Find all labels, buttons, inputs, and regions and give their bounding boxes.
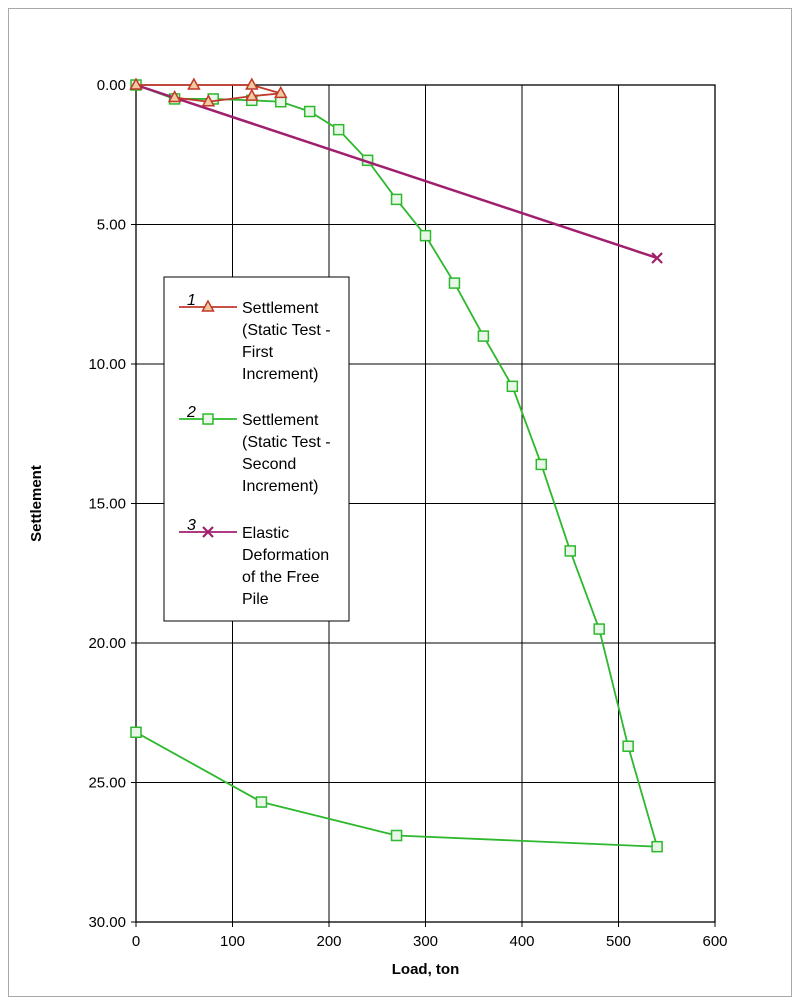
series-3-line bbox=[135, 83, 658, 260]
x-tick-label: 200 bbox=[316, 933, 341, 950]
series-2-point bbox=[275, 95, 287, 108]
y-tick-label: 25.00 bbox=[88, 775, 126, 792]
legend-label-line: Increment) bbox=[242, 478, 318, 495]
y-tick-label: 5.00 bbox=[97, 217, 126, 234]
y-tick-label: 15.00 bbox=[88, 496, 126, 513]
series-2-point bbox=[448, 277, 461, 289]
series-1-point bbox=[187, 77, 201, 90]
settlement-chart: 0 100 200 300 400 500 600 0.00 5.00 10.00 15.00 20.… bbox=[28, 77, 728, 978]
series-2-point bbox=[506, 380, 519, 393]
x-tick-label: 500 bbox=[606, 933, 631, 950]
chart-container: 0 100 200 300 400 500 600 0.00 5.00 10.00 15.00 20.… bbox=[8, 8, 792, 997]
series-2-point bbox=[535, 458, 548, 471]
series-2-point bbox=[622, 740, 634, 752]
legend-label-line: Settlement bbox=[242, 412, 319, 429]
legend: 1 Settlement (Static Test - First Increment)… bbox=[163, 276, 350, 622]
series-2-point bbox=[593, 623, 605, 635]
series-1-point bbox=[245, 88, 259, 101]
legend-label-line: of the Free bbox=[242, 569, 319, 586]
series-1-point bbox=[273, 85, 288, 99]
legend-label-line: Settlement bbox=[242, 300, 319, 317]
legend-number: 3 bbox=[187, 517, 196, 534]
series-2-point bbox=[303, 105, 316, 118]
x-marker-stroke bbox=[651, 252, 663, 264]
series-2-point bbox=[130, 726, 142, 739]
legend-box bbox=[163, 276, 350, 622]
legend-entry-1: 1 Settlement (Static Test - First Increment) bbox=[179, 292, 331, 383]
series-1-point bbox=[129, 77, 143, 90]
legend-label-line: Second bbox=[242, 456, 296, 473]
series-2-point bbox=[255, 796, 268, 808]
x-marker-stroke bbox=[202, 526, 214, 538]
legend-label-line: Deformation bbox=[242, 547, 329, 564]
series-2-point bbox=[390, 829, 403, 842]
legend-label-line: (Static Test - bbox=[242, 322, 331, 339]
series-layer bbox=[129, 77, 663, 853]
legend-label-line: (Static Test - bbox=[242, 434, 331, 451]
legend-swatch-marker bbox=[201, 299, 215, 312]
series-3 bbox=[135, 83, 663, 264]
x-tick-label: 600 bbox=[702, 933, 727, 950]
legend-label-line: First bbox=[242, 344, 274, 361]
legend-swatch-marker bbox=[202, 526, 214, 538]
y-axis-title: Settlement bbox=[28, 465, 45, 542]
y-tick-label: 10.00 bbox=[88, 356, 126, 373]
legend-number: 2 bbox=[186, 404, 196, 421]
x-tick-label: 400 bbox=[509, 933, 534, 950]
series-1-point bbox=[201, 94, 216, 107]
x-tick-label: 300 bbox=[413, 933, 438, 950]
series-3-point bbox=[651, 252, 663, 264]
legend-label-line: Increment) bbox=[242, 366, 318, 383]
y-tick-label: 30.00 bbox=[88, 914, 126, 931]
series-2-point bbox=[564, 545, 576, 557]
x-tick-label: 0 bbox=[132, 933, 140, 950]
legend-swatch-marker bbox=[202, 413, 214, 425]
legend-number: 1 bbox=[187, 292, 196, 309]
series-2-point bbox=[332, 123, 345, 136]
legend-entry-2: 2 Settlement (Static Test - Second Increment… bbox=[179, 404, 331, 495]
y-tick-label: 20.00 bbox=[88, 635, 126, 652]
series-1 bbox=[129, 77, 288, 107]
series-2-point bbox=[477, 330, 490, 342]
legend-label-line: Elastic bbox=[242, 525, 289, 542]
legend-label-line: Pile bbox=[242, 591, 269, 608]
y-tick-label: 0.00 bbox=[97, 77, 126, 94]
series-1-point bbox=[167, 89, 182, 103]
series-1-point bbox=[245, 77, 259, 90]
series-2-point bbox=[390, 193, 403, 206]
legend-entry-3: 3 Elastic Deformation of the Free Pile bbox=[179, 517, 329, 608]
x-axis-title: Load, ton bbox=[392, 961, 460, 978]
series-2-point bbox=[651, 840, 663, 853]
x-tick-label: 100 bbox=[220, 933, 245, 950]
series-2-point bbox=[419, 229, 432, 242]
axes: 0 100 200 300 400 500 600 0.00 5.00 10.00 15.00 20.… bbox=[88, 77, 727, 950]
